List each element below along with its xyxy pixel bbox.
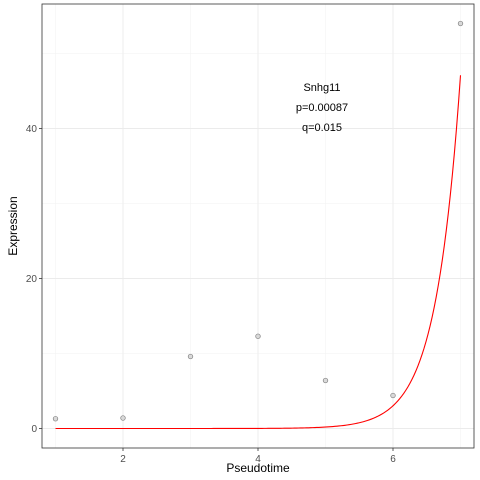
data-point <box>120 415 126 421</box>
data-point <box>255 333 261 339</box>
annotation-gene-name: Snhg11 <box>303 82 340 94</box>
points-layer <box>52 20 464 422</box>
annotation-p-value: p=0.00087 <box>296 102 348 114</box>
data-point <box>390 392 396 399</box>
annotation-q-value: q=0.015 <box>302 122 342 134</box>
y-axis-title: Expression <box>6 196 20 255</box>
y-tick-label: 20 <box>26 274 38 285</box>
ticks: 2 4 6 0 20 40 <box>26 124 396 465</box>
x-tick-label: 2 <box>120 454 126 465</box>
data-point <box>457 20 464 27</box>
data-point <box>52 416 59 422</box>
y-tick-label: 0 <box>31 424 37 435</box>
data-point <box>322 377 329 384</box>
annotations: Snhg11 p=0.00087 q=0.015 <box>296 82 348 134</box>
x-tick-label: 6 <box>390 454 396 465</box>
y-tick-label: 40 <box>26 124 38 135</box>
fit-curve-layer <box>55 75 462 430</box>
x-tick-label: 4 <box>255 454 261 465</box>
data-point <box>187 353 194 360</box>
fit-curve-line <box>55 75 462 430</box>
x-axis-title: Pseudotime <box>226 461 290 475</box>
